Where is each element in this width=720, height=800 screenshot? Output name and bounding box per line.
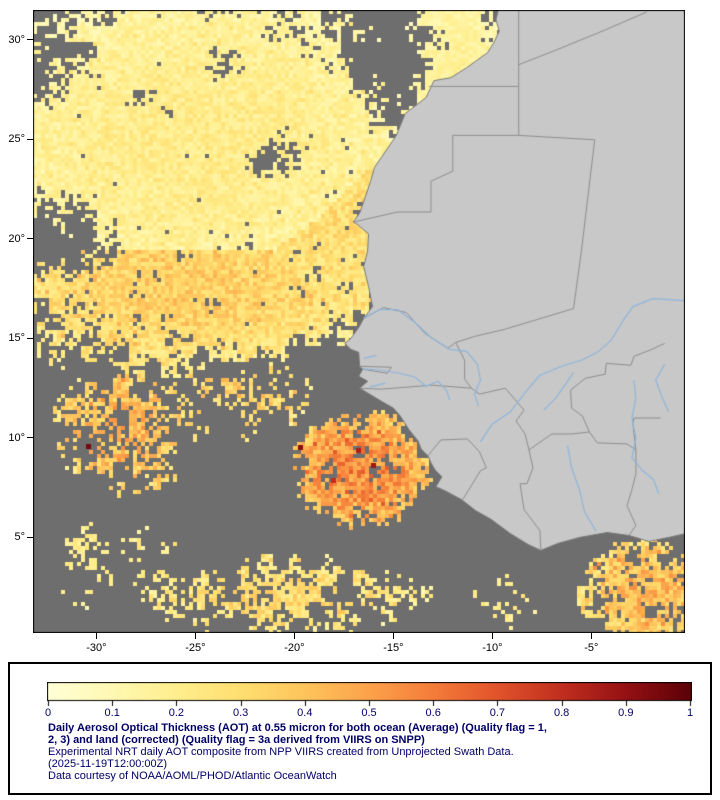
lat-tick-mark bbox=[27, 138, 33, 140]
legend-panel: 0 0.1 0.2 0.3 0.4 0.5 0.6 0.7 0.8 0.9 1 Daily Aero… bbox=[8, 662, 712, 795]
lat-tick-label: 15° bbox=[8, 332, 25, 345]
lat-tick-mark bbox=[27, 536, 33, 538]
legend-title-line-1: Daily Aerosol Optical Thickness (AOT) at… bbox=[48, 722, 547, 734]
lon-tick-label: -15° bbox=[383, 642, 404, 654]
colorbar-tick-label: 0.5 bbox=[361, 707, 377, 719]
lat-tick-label: 20° bbox=[8, 232, 25, 245]
colorbar-tick-label: 0.7 bbox=[489, 707, 506, 719]
legend-timestamp: (2025-11-19T12:00:00Z) bbox=[48, 758, 168, 770]
lon-tick-label: -30° bbox=[86, 642, 107, 654]
colorbar-tick-label: 0.4 bbox=[297, 707, 313, 719]
lon-tick-mark bbox=[392, 633, 394, 639]
legend-title-line-2: 2, 3) and land (corrected) (Quality flag… bbox=[48, 734, 425, 746]
colorbar-tick-label: 0 bbox=[44, 707, 52, 719]
lat-tick-mark bbox=[27, 437, 33, 439]
lat-tick-label: 5° bbox=[14, 531, 25, 544]
lon-tick-mark bbox=[293, 633, 295, 639]
colorbar-tick-label: 0.6 bbox=[425, 707, 441, 719]
lon-tick-mark bbox=[95, 633, 97, 639]
colorbar-tick-label: 1 bbox=[686, 707, 694, 719]
colorbar-tick-label: 0.2 bbox=[168, 707, 185, 719]
lon-tick-mark bbox=[194, 633, 196, 639]
lon-tick-label: -10° bbox=[482, 642, 503, 654]
legend-credit: Data courtesy of NOAA/AOML/PHOD/Atlantic… bbox=[48, 770, 337, 782]
colorbar-tick-label: 0.9 bbox=[618, 707, 634, 719]
lat-tick-label: 25° bbox=[8, 133, 25, 146]
lat-tick-label: 10° bbox=[8, 431, 25, 444]
lat-tick-mark bbox=[27, 39, 33, 41]
legend-caption: Daily Aerosol Optical Thickness (AOT) at… bbox=[48, 722, 706, 782]
lon-tick-mark bbox=[590, 633, 592, 639]
colorbar-tick-label: 0.1 bbox=[104, 707, 120, 719]
aot-map-canvas bbox=[33, 10, 685, 633]
colorbar-tick-label: 0.3 bbox=[232, 707, 249, 719]
lon-tick-mark bbox=[491, 633, 493, 639]
lon-tick-label: -5° bbox=[584, 642, 599, 654]
lat-tick-mark bbox=[27, 238, 33, 240]
aot-colorbar bbox=[47, 682, 692, 708]
lat-tick-label: 30° bbox=[8, 33, 25, 46]
lon-tick-label: -25° bbox=[185, 642, 206, 654]
colorbar-tick-label: 0.8 bbox=[553, 707, 570, 719]
lon-tick-label: -20° bbox=[284, 642, 305, 654]
legend-description: Experimental NRT daily AOT composite fro… bbox=[48, 746, 514, 758]
lat-tick-mark bbox=[27, 337, 33, 339]
